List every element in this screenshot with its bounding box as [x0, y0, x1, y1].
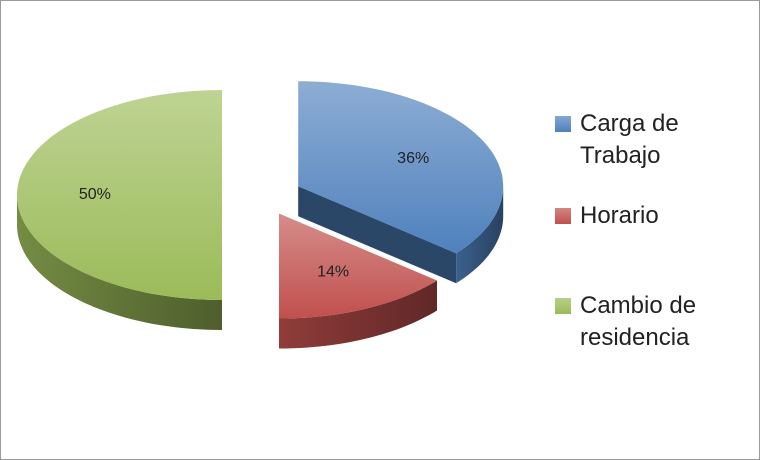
legend-item: Carga de Trabajo — [555, 108, 735, 172]
data-label: 36% — [397, 150, 429, 167]
legend-swatch — [555, 298, 571, 314]
legend-label: Horario — [580, 202, 659, 229]
legend-label: Carga de Trabajo — [580, 110, 679, 169]
data-label: 14% — [317, 264, 349, 281]
slice-top — [17, 90, 222, 300]
legend-item: Horario — [555, 200, 735, 232]
slice-rim — [17, 195, 222, 330]
pie-slice — [17, 90, 222, 330]
slice-top — [298, 81, 504, 254]
legend-swatch — [555, 208, 571, 224]
legend-item: Cambio de residencia — [555, 290, 735, 354]
slice-rim — [279, 280, 437, 349]
legend-swatch — [555, 116, 571, 132]
slice-rim — [456, 186, 504, 284]
legend-label: Cambio de residencia — [580, 292, 697, 351]
pie-slice — [279, 213, 437, 349]
pie-slice — [298, 81, 504, 284]
slice-side — [298, 186, 457, 284]
data-label: 50% — [79, 186, 111, 203]
slice-top — [279, 213, 437, 319]
